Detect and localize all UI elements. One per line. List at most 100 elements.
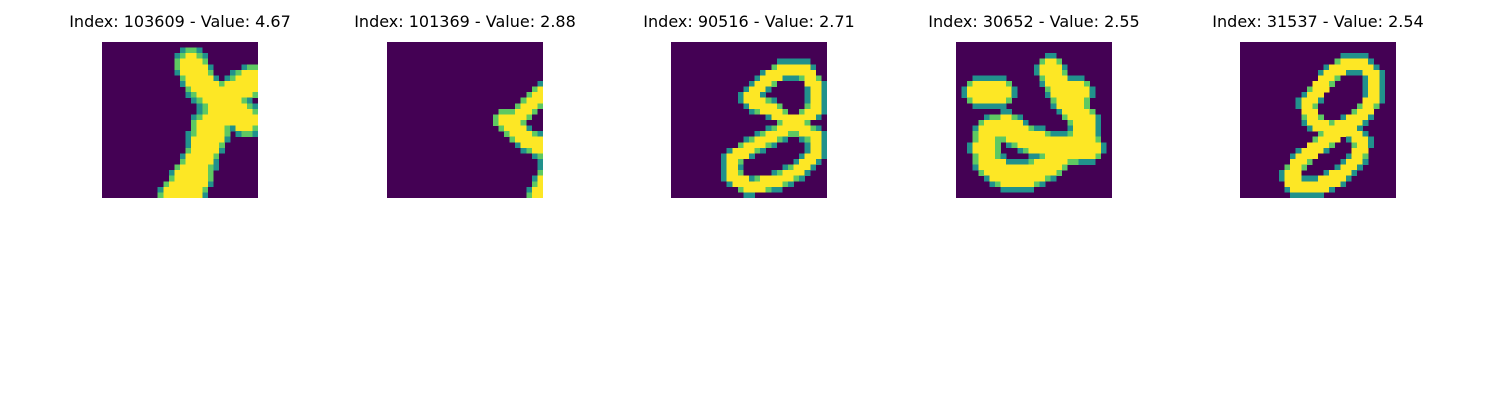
panel-title: Index: 103609 - Value: 4.67: [69, 12, 291, 31]
pixel: [1006, 97, 1012, 104]
pixel: [1084, 147, 1090, 154]
pixel: [776, 181, 783, 188]
pixel: [1045, 58, 1051, 65]
pixel: [967, 81, 973, 87]
pixel: [230, 103, 236, 110]
pixel: [732, 175, 739, 182]
pixel: [815, 125, 822, 132]
pixel: [219, 97, 225, 104]
pixel: [196, 159, 203, 165]
pixel: [1362, 131, 1369, 137]
pixel: [821, 136, 827, 143]
pixel: [1362, 103, 1369, 110]
pixel: [1000, 186, 1007, 193]
pixel: [1323, 136, 1330, 143]
pixel: [1028, 170, 1035, 176]
pixel: [732, 153, 739, 160]
pixel: [1000, 125, 1007, 132]
pixel: [1017, 131, 1024, 137]
pixel: [191, 147, 197, 154]
pixel: [191, 53, 197, 59]
pixel: [1295, 192, 1302, 198]
pixel: [1056, 159, 1063, 165]
pixel: [1362, 108, 1369, 115]
pixel: [1301, 147, 1308, 154]
pixel: [1095, 120, 1102, 126]
pixel: [760, 69, 766, 76]
pixel: [972, 131, 979, 137]
pixel: [1073, 103, 1079, 110]
pixel: [1368, 75, 1374, 82]
pixel: [196, 136, 203, 143]
pixel: [961, 92, 968, 98]
pixel: [1050, 147, 1057, 154]
pixel: [219, 81, 225, 87]
pixel: [815, 142, 822, 149]
pixel: [191, 125, 197, 132]
pixel: [207, 86, 214, 93]
pixel: [815, 114, 822, 121]
pixel: [1318, 97, 1324, 104]
pixel: [1301, 120, 1308, 126]
pixel: [1284, 164, 1291, 171]
pixel: [531, 147, 538, 154]
pixel: [1318, 131, 1324, 137]
pixel: [1362, 81, 1369, 87]
pixel: [1323, 64, 1330, 71]
pixel: [978, 103, 985, 110]
pixel: [1084, 97, 1090, 104]
pixel: [1006, 114, 1012, 121]
pixel: [1329, 136, 1335, 143]
pixel: [235, 108, 242, 115]
pixel: [180, 170, 186, 176]
pixel: [196, 92, 203, 98]
pixel: [526, 131, 533, 137]
pixel: [821, 153, 827, 160]
pixel: [1073, 159, 1079, 165]
pixel: [1045, 131, 1051, 137]
pixel: [788, 58, 794, 65]
pixel: [504, 120, 510, 126]
pixel: [1039, 142, 1046, 149]
pixel: [1351, 170, 1358, 176]
pixel: [972, 86, 979, 93]
pixel: [1011, 175, 1018, 182]
pixel: [213, 147, 220, 154]
pixel: [776, 64, 783, 71]
pixel: [1073, 153, 1079, 160]
pixel: [520, 136, 527, 143]
pixel: [804, 142, 811, 149]
pixel: [526, 147, 533, 154]
pixel: [1039, 64, 1046, 71]
pixel: [771, 97, 778, 104]
pixel: [1373, 69, 1380, 76]
pixel: [1340, 181, 1347, 188]
pixel: [788, 181, 794, 188]
pixel: [1022, 120, 1029, 126]
pixel: [235, 97, 242, 104]
pixel: [185, 186, 192, 193]
pixel: [1011, 120, 1018, 126]
pixel: [1078, 114, 1085, 121]
pixel: [537, 131, 543, 137]
pixel: [760, 175, 766, 182]
pixel: [1340, 69, 1347, 76]
pixel: [168, 175, 175, 182]
pixel: [246, 125, 253, 132]
pixel: [1061, 64, 1068, 71]
pixel: [252, 81, 258, 87]
pixel: [989, 92, 996, 98]
pixel: [252, 125, 258, 132]
pixel: [1318, 75, 1324, 82]
pixel: [191, 142, 197, 149]
pixel: [760, 186, 766, 193]
pixel: [202, 75, 209, 82]
pixel: [1078, 86, 1085, 93]
pixel: [1089, 142, 1096, 149]
pixel: [235, 120, 242, 126]
pixel: [1056, 136, 1063, 143]
pixel: [989, 120, 996, 126]
pixel: [174, 170, 181, 176]
pixel: [1362, 142, 1369, 149]
